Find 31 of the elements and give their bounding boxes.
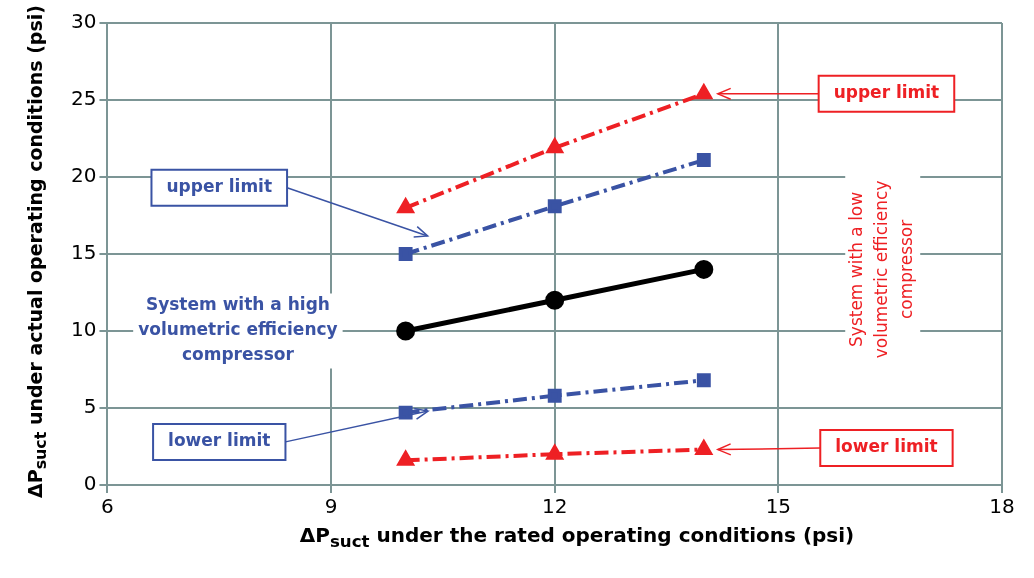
x-axis-title: ΔP$_{suct}$ under the rated operating conditions (psi) <box>298 523 856 551</box>
annotation: System with a high volumetric efficiency compressor <box>138 294 338 365</box>
y-tick-label: 20 <box>71 163 97 188</box>
y-tick-label: 15 <box>71 240 97 265</box>
y-tick-label: 25 <box>71 86 97 111</box>
annotation: upper limit <box>166 176 273 197</box>
point <box>696 153 711 168</box>
x-tick-label: 18 <box>989 494 1015 519</box>
x-tick-label: 9 <box>324 494 338 519</box>
annotation: upper limit <box>833 82 940 103</box>
y-tick-label: 30 <box>71 9 97 34</box>
x-tick-label: 6 <box>101 494 114 519</box>
y-tick-label: 0 <box>83 471 97 496</box>
annotation: lower limit <box>835 436 938 457</box>
annotation: lower limit <box>168 430 271 451</box>
point <box>396 321 416 341</box>
point <box>547 388 562 403</box>
annotation: System with a low volumetric efficiency compressor <box>846 180 917 359</box>
point <box>398 247 413 261</box>
point <box>545 290 565 310</box>
y-tick-label: 10 <box>71 317 97 342</box>
point <box>546 445 563 460</box>
point <box>398 405 413 420</box>
x-tick-label: 15 <box>765 494 792 519</box>
point <box>694 259 714 279</box>
point <box>397 451 414 466</box>
point <box>696 373 711 388</box>
x-tick-label: 12 <box>542 494 568 519</box>
point <box>546 138 563 154</box>
y-tick-label: 5 <box>83 394 97 419</box>
point <box>547 199 562 214</box>
